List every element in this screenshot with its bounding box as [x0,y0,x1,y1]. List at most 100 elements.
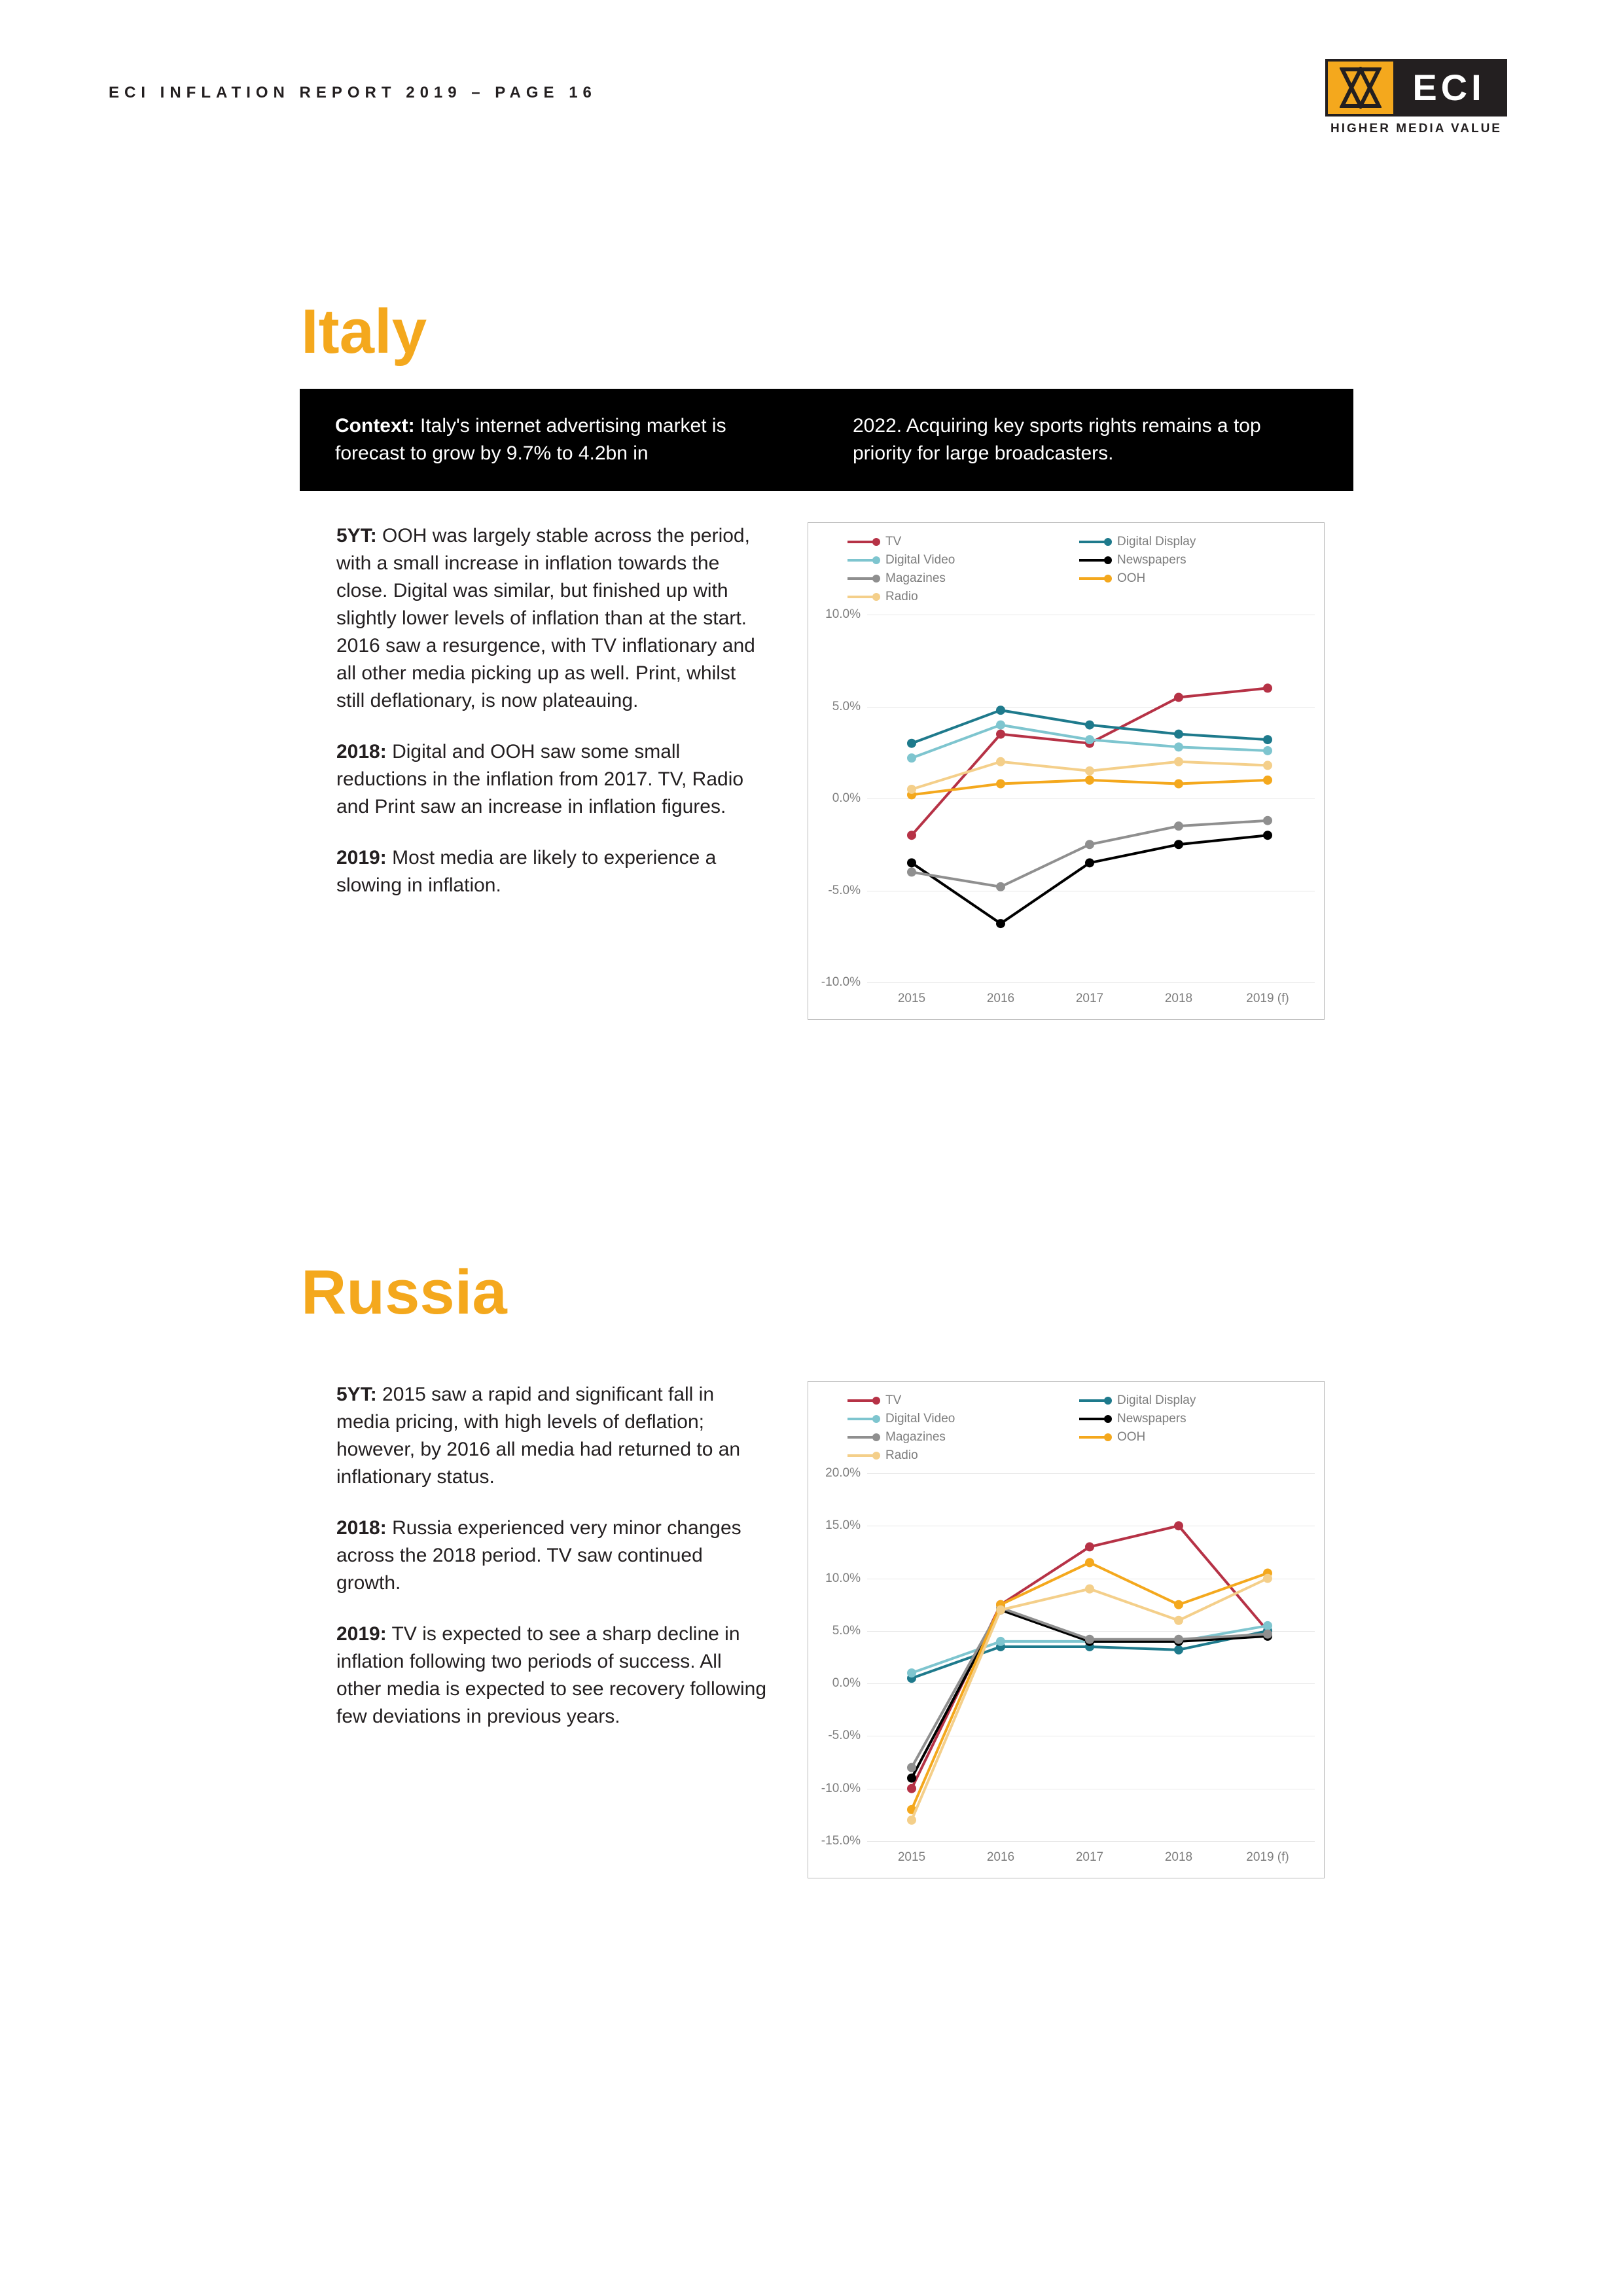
series-marker [907,753,916,762]
logo-triangle-icon [1328,62,1393,114]
series-marker [996,1605,1005,1615]
series-marker [1174,730,1183,739]
series-marker [1174,1616,1183,1625]
legend-label: Newspapers [1117,553,1186,567]
series-marker [996,721,1005,730]
series-marker [1174,1645,1183,1655]
legend-item: Radio [847,590,1079,604]
context-label: Context: [335,415,415,437]
russia-5yt-label: 5YT: [336,1384,377,1405]
y-axis-label: -5.0% [815,1729,861,1743]
context-text-2: 2022. Acquiring key sports rights remain… [853,412,1318,467]
legend-label: OOH [1117,571,1145,586]
legend-item: Newspapers [1079,1412,1311,1426]
italy-chart-col: TV Digital Display Digital Video Newspapers… [808,522,1325,1020]
x-axis-label: 2018 [1165,992,1192,1006]
series-marker [1174,692,1183,702]
y-axis-label: 5.0% [815,700,861,714]
series-marker [1263,831,1272,840]
series-line [912,1562,1268,1809]
legend-label: Newspapers [1117,1412,1186,1426]
legend-swatch [847,596,879,598]
legend-label: Digital Display [1117,535,1196,549]
series-marker [1085,840,1094,849]
italy-title: Italy [301,296,1322,368]
series-marker [1263,816,1272,825]
y-axis-label: -10.0% [815,975,861,990]
series-marker [1085,1585,1094,1594]
legend-label: TV [885,535,901,549]
series-marker [907,1668,916,1677]
series-marker [907,867,916,876]
series-marker [1085,1558,1094,1567]
series-marker [1085,776,1094,785]
legend-item: Digital Video [847,1412,1079,1426]
russia-text: 5YT: 2015 saw a rapid and significant fa… [336,1381,768,1878]
series-marker [1174,742,1183,751]
series-marker [996,882,1005,891]
legend-item: Radio [847,1448,1079,1463]
logo-tagline: HIGHER MEDIA VALUE [1318,122,1514,136]
x-axis-label: 2019 (f) [1246,1850,1289,1865]
series-marker [1085,1635,1094,1644]
series-marker [1174,840,1183,849]
series-marker [1174,1521,1183,1530]
russia-2018-label: 2018: [336,1517,387,1539]
chart-legend: TV Digital Display Digital Video Newspapers… [808,523,1324,612]
italy-text: 5YT: OOH was largely stable across the p… [336,522,768,1020]
series-marker [1085,721,1094,730]
legend-label: Digital Display [1117,1393,1196,1408]
y-axis-label: 15.0% [815,1518,861,1533]
legend-label: TV [885,1393,901,1408]
y-axis-label: 0.0% [815,1676,861,1691]
series-marker [907,858,916,867]
series-marker [1174,780,1183,789]
legend-item: TV [847,1393,1079,1408]
y-axis-label: 20.0% [815,1466,861,1480]
legend-swatch [847,577,879,580]
legend-item: Magazines [847,1430,1079,1444]
legend-label: Radio [885,1448,918,1463]
legend-item: OOH [1079,1430,1311,1444]
series-marker [1174,757,1183,766]
series-marker [1174,1600,1183,1609]
russia-chart-col: TV Digital Display Digital Video Newspapers… [808,1381,1325,1878]
series-marker [1263,761,1272,770]
italy-chart: TV Digital Display Digital Video Newspapers… [808,522,1325,1020]
legend-item: Magazines [847,571,1079,586]
italy-context: Context: Italy's internet advertising ma… [300,389,1353,491]
series-marker [1085,766,1094,776]
series-marker [1263,1621,1272,1630]
x-axis-label: 2016 [987,992,1014,1006]
series-marker [1174,821,1183,831]
y-axis-label: 0.0% [815,791,861,806]
italy-2018-text: Digital and OOH saw some small reduction… [336,741,743,817]
legend-swatch [847,541,879,543]
legend-swatch [1079,1436,1111,1439]
x-axis-label: 2017 [1076,1850,1103,1865]
series-marker [1085,735,1094,744]
logo-letters: ECI [1393,62,1505,114]
section-italy: Italy Context: Italy's internet advertis… [301,296,1322,1020]
series-marker [1263,683,1272,692]
legend-item: Digital Display [1079,535,1311,549]
y-axis-label: 10.0% [815,1571,861,1586]
y-axis-label: 5.0% [815,1624,861,1638]
legend-item: Digital Video [847,553,1079,567]
x-axis-label: 2015 [898,992,925,1006]
chart-svg [867,612,1312,988]
x-axis-label: 2016 [987,1850,1014,1865]
legend-label: Magazines [885,571,946,586]
y-axis-label: -15.0% [815,1834,861,1848]
series-marker [1085,858,1094,867]
series-marker [907,785,916,794]
series-marker [996,919,1005,928]
legend-item: Newspapers [1079,553,1311,567]
series-marker [907,1763,916,1772]
russia-chart: TV Digital Display Digital Video Newspapers… [808,1381,1325,1878]
chart-svg [867,1471,1312,1846]
legend-label: Digital Video [885,553,955,567]
series-marker [996,780,1005,789]
legend-swatch [1079,577,1111,580]
series-marker [1174,1635,1183,1644]
